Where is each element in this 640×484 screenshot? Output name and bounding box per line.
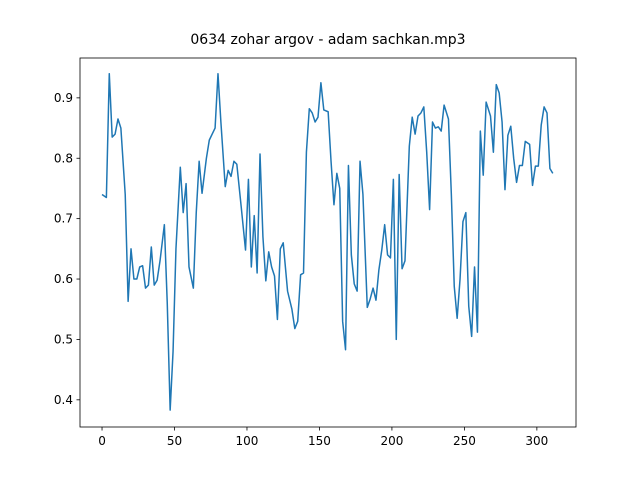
y-tick-label: 0.8: [54, 151, 73, 165]
x-tick-label: 250: [453, 434, 476, 448]
plot-frame: [79, 57, 577, 428]
y-tick-label: 0.7: [54, 212, 73, 226]
y-tick-label: 0.9: [54, 91, 73, 105]
x-tick-label: 0: [98, 434, 106, 448]
line-series: [101, 72, 554, 411]
chart-title: 0634 zohar argov - adam sachkan.mp3: [190, 32, 465, 48]
x-tick-label: 100: [236, 434, 259, 448]
x-tick-label: 300: [525, 434, 548, 448]
y-tick-label: 0.4: [54, 393, 73, 407]
y-tick-label: 0.6: [54, 272, 73, 286]
x-tick-label: 200: [380, 434, 403, 448]
y-tick-label: 0.5: [54, 332, 73, 346]
x-tick-label: 50: [167, 434, 182, 448]
x-tick-label: 150: [308, 434, 331, 448]
